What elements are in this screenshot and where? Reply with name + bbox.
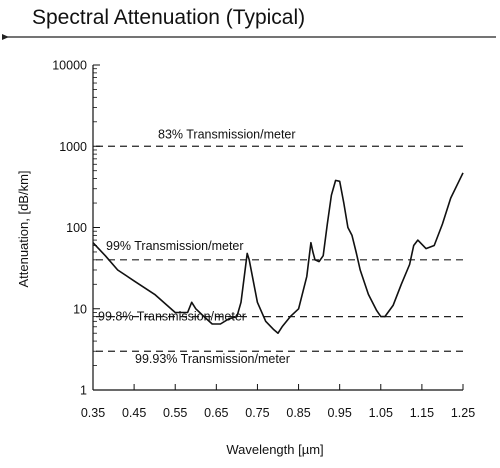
ticks: 1 10 100 1000 10000 0.35 0.45 0.55 0.65 0.75 0.85 0… — [52, 59, 475, 421]
y-axis-title: Attenuation, [dB/km] — [16, 170, 31, 287]
x-tick-label: 0.95 — [327, 406, 351, 420]
x-tick-label: 0.55 — [163, 406, 187, 420]
chart-title: Spectral Attenuation (Typical) — [32, 6, 306, 29]
axes — [92, 65, 463, 391]
x-tick-label: 0.65 — [204, 406, 228, 420]
y-tick-label: 100 — [66, 221, 87, 235]
x-axis-title: Wavelength [µm] — [226, 442, 323, 457]
y-tick-label: 1 — [80, 384, 87, 398]
x-tick-label: 1.05 — [369, 406, 393, 420]
x-tick-label: 1.15 — [410, 406, 434, 420]
y-tick-label: 10 — [73, 302, 87, 316]
x-tick-label: 0.35 — [81, 406, 105, 420]
reference-line-label: 99.93% Transmission/meter — [135, 352, 290, 366]
x-tick-label: 1.25 — [451, 406, 475, 420]
y-tick-label: 10000 — [52, 59, 87, 73]
series-group — [92, 172, 464, 335]
x-tick-label: 0.75 — [245, 406, 269, 420]
x-tick-label: 0.85 — [286, 406, 310, 420]
reference-line-label: 99% Transmission/meter — [106, 239, 244, 253]
y-tick-label: 1000 — [59, 140, 87, 154]
x-tick-label: 0.45 — [122, 406, 146, 420]
attenuation-line — [92, 172, 464, 335]
reference-lines: 83% Transmission/meter 99% Transmission/m… — [96, 127, 463, 366]
title-underline-arrow — [2, 34, 9, 40]
reference-line-label: 83% Transmission/meter — [158, 127, 296, 141]
